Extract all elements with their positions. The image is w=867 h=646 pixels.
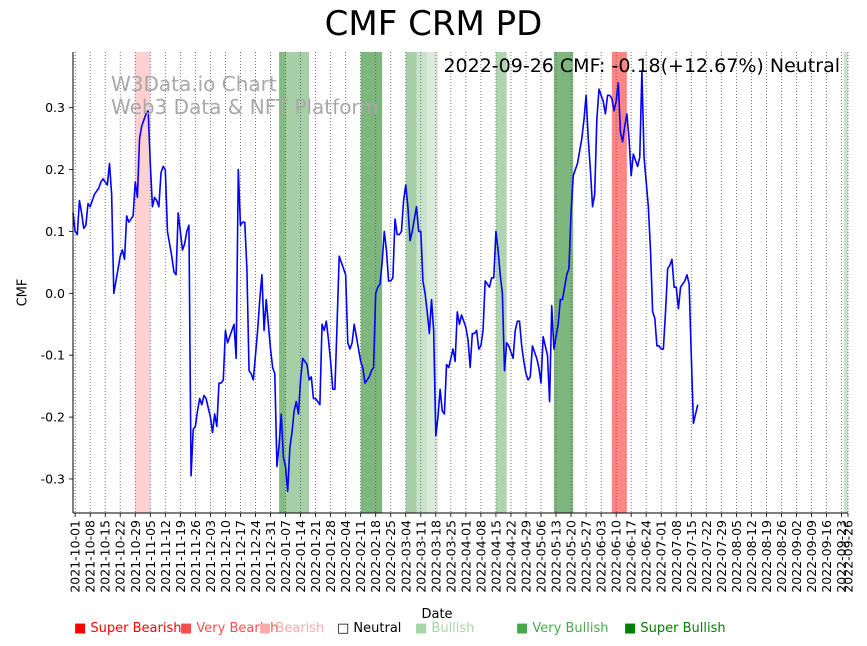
x-tick-label: 2022-09-02	[789, 520, 804, 593]
x-tick-label: 2022-08-05	[729, 520, 744, 593]
x-tick-label: 2021-11-19	[173, 520, 188, 593]
x-tick-label: 2022-05-27	[579, 520, 594, 593]
x-tick-label: 2021-11-05	[143, 520, 158, 593]
x-tick-label: 2022-05-13	[549, 520, 564, 593]
x-tick-label: 2022-02-18	[368, 520, 383, 593]
chart-title: CMF CRM PD	[324, 4, 543, 44]
x-tick-label: 2021-12-17	[233, 520, 248, 593]
signal-band-9	[611, 52, 627, 513]
x-tick-label: 2022-06-24	[639, 520, 654, 593]
x-tick-label: 2022-02-25	[383, 520, 398, 593]
legend-bearish: ■ Bearish	[259, 621, 325, 636]
legend-bullish: ■ Bullish	[415, 621, 475, 636]
y-tick-label: -0.2	[41, 410, 65, 425]
signal-band-5	[416, 52, 428, 513]
x-tick-label: 2022-05-20	[564, 520, 579, 593]
x-tick-label: 2022-06-10	[609, 520, 624, 593]
x-tick-label: 2022-04-22	[503, 520, 518, 593]
x-tick-label: 2022-09-09	[804, 520, 819, 593]
y-axis-label: CMF	[15, 278, 31, 307]
x-tick-label: 2022-08-26	[774, 520, 789, 593]
x-tick-label: 2021-10-15	[98, 520, 113, 593]
legend-very-bearish: ■ Very Bearish	[180, 621, 279, 636]
x-tick-label: 2022-03-18	[428, 520, 443, 593]
y-tick-label: -0.3	[41, 471, 65, 486]
signal-band-3	[360, 52, 383, 513]
signal-band-8	[553, 52, 574, 513]
watermark-line-1: W3Data.io Chart	[111, 72, 277, 96]
x-tick-label: 2022-07-08	[669, 520, 684, 593]
x-tick-label: 2022-09-16	[819, 520, 834, 593]
x-tick-label: 2022-09-26	[841, 520, 856, 593]
x-tick-label: 2022-04-01	[458, 520, 473, 593]
watermark-line-2: Web3 Data & NFT Platform	[111, 95, 379, 119]
x-tick-label: 2022-03-04	[398, 520, 413, 593]
x-tick-label: 2021-10-01	[68, 520, 83, 593]
x-tick-label: 2022-01-28	[323, 520, 338, 593]
x-tick-label: 2022-07-22	[699, 520, 714, 593]
x-tick-label: 2022-09-23	[834, 520, 849, 593]
x-tick-label: 2022-08-12	[744, 520, 759, 593]
x-tick-label: 2021-10-08	[83, 520, 98, 593]
x-tick-label: 2021-12-10	[218, 520, 233, 593]
x-tick-label: 2022-07-15	[684, 520, 699, 593]
legend-super-bearish: ■ Super Bearish	[74, 621, 182, 636]
x-tick-label: 2021-10-22	[113, 520, 128, 593]
legend-super-bullish: ■ Super Bullish	[624, 621, 726, 636]
legend-neutral: □ Neutral	[337, 621, 402, 636]
watermark: W3Data.io Chart Web3 Data & NFT Platform	[111, 73, 379, 119]
y-tick-label: 0.0	[45, 286, 65, 301]
y-tick-label: 0.2	[45, 162, 65, 177]
x-tick-label: 2022-01-07	[278, 520, 293, 593]
x-tick-label: 2022-04-15	[488, 520, 503, 593]
legend-very-bullish: ■ Very Bullish	[516, 621, 609, 636]
x-tick-label: 2022-03-25	[443, 520, 458, 593]
x-tick-label: 2022-01-14	[293, 520, 308, 593]
x-tick-label: 2021-11-26	[188, 520, 203, 593]
y-tick-label: 0.1	[45, 224, 65, 239]
y-tick-label: -0.1	[41, 348, 65, 363]
x-tick-label: 2022-02-11	[353, 520, 368, 593]
cmf-series-line	[72, 69, 699, 493]
x-tick-label: 2022-01-21	[308, 520, 323, 593]
x-axis-label: Date	[421, 607, 453, 622]
y-tick-label: 0.3	[45, 100, 65, 115]
x-tick-label: 2022-03-11	[413, 520, 428, 593]
x-tick-label: 2021-12-24	[248, 520, 263, 593]
signal-band-6	[427, 52, 438, 513]
x-tick-label: 2022-07-01	[654, 520, 669, 593]
x-tick-label: 2021-12-03	[203, 520, 218, 593]
x-tick-label: 2022-08-19	[759, 520, 774, 593]
status-readout: 2022-09-26 CMF: -0.18(+12.67%) Neutral	[443, 55, 840, 77]
x-tick-label: 2022-06-03	[594, 520, 609, 593]
x-tick-label: 2021-12-31	[263, 520, 278, 593]
signal-band-1	[279, 52, 286, 513]
x-tick-label: 2022-07-29	[714, 520, 729, 593]
x-tick-label: 2022-02-04	[338, 520, 353, 593]
x-tick-label: 2021-10-29	[128, 520, 143, 593]
x-tick-label: 2022-04-29	[518, 520, 533, 593]
x-tick-label: 2022-05-06	[534, 520, 549, 593]
signal-band-2	[285, 52, 310, 513]
x-tick-label: 2021-11-12	[158, 520, 173, 593]
x-tick-label: 2022-04-08	[473, 520, 488, 593]
signal-band-4	[405, 52, 417, 513]
signal-band-10	[843, 52, 848, 513]
x-tick-label: 2022-06-17	[624, 520, 639, 593]
